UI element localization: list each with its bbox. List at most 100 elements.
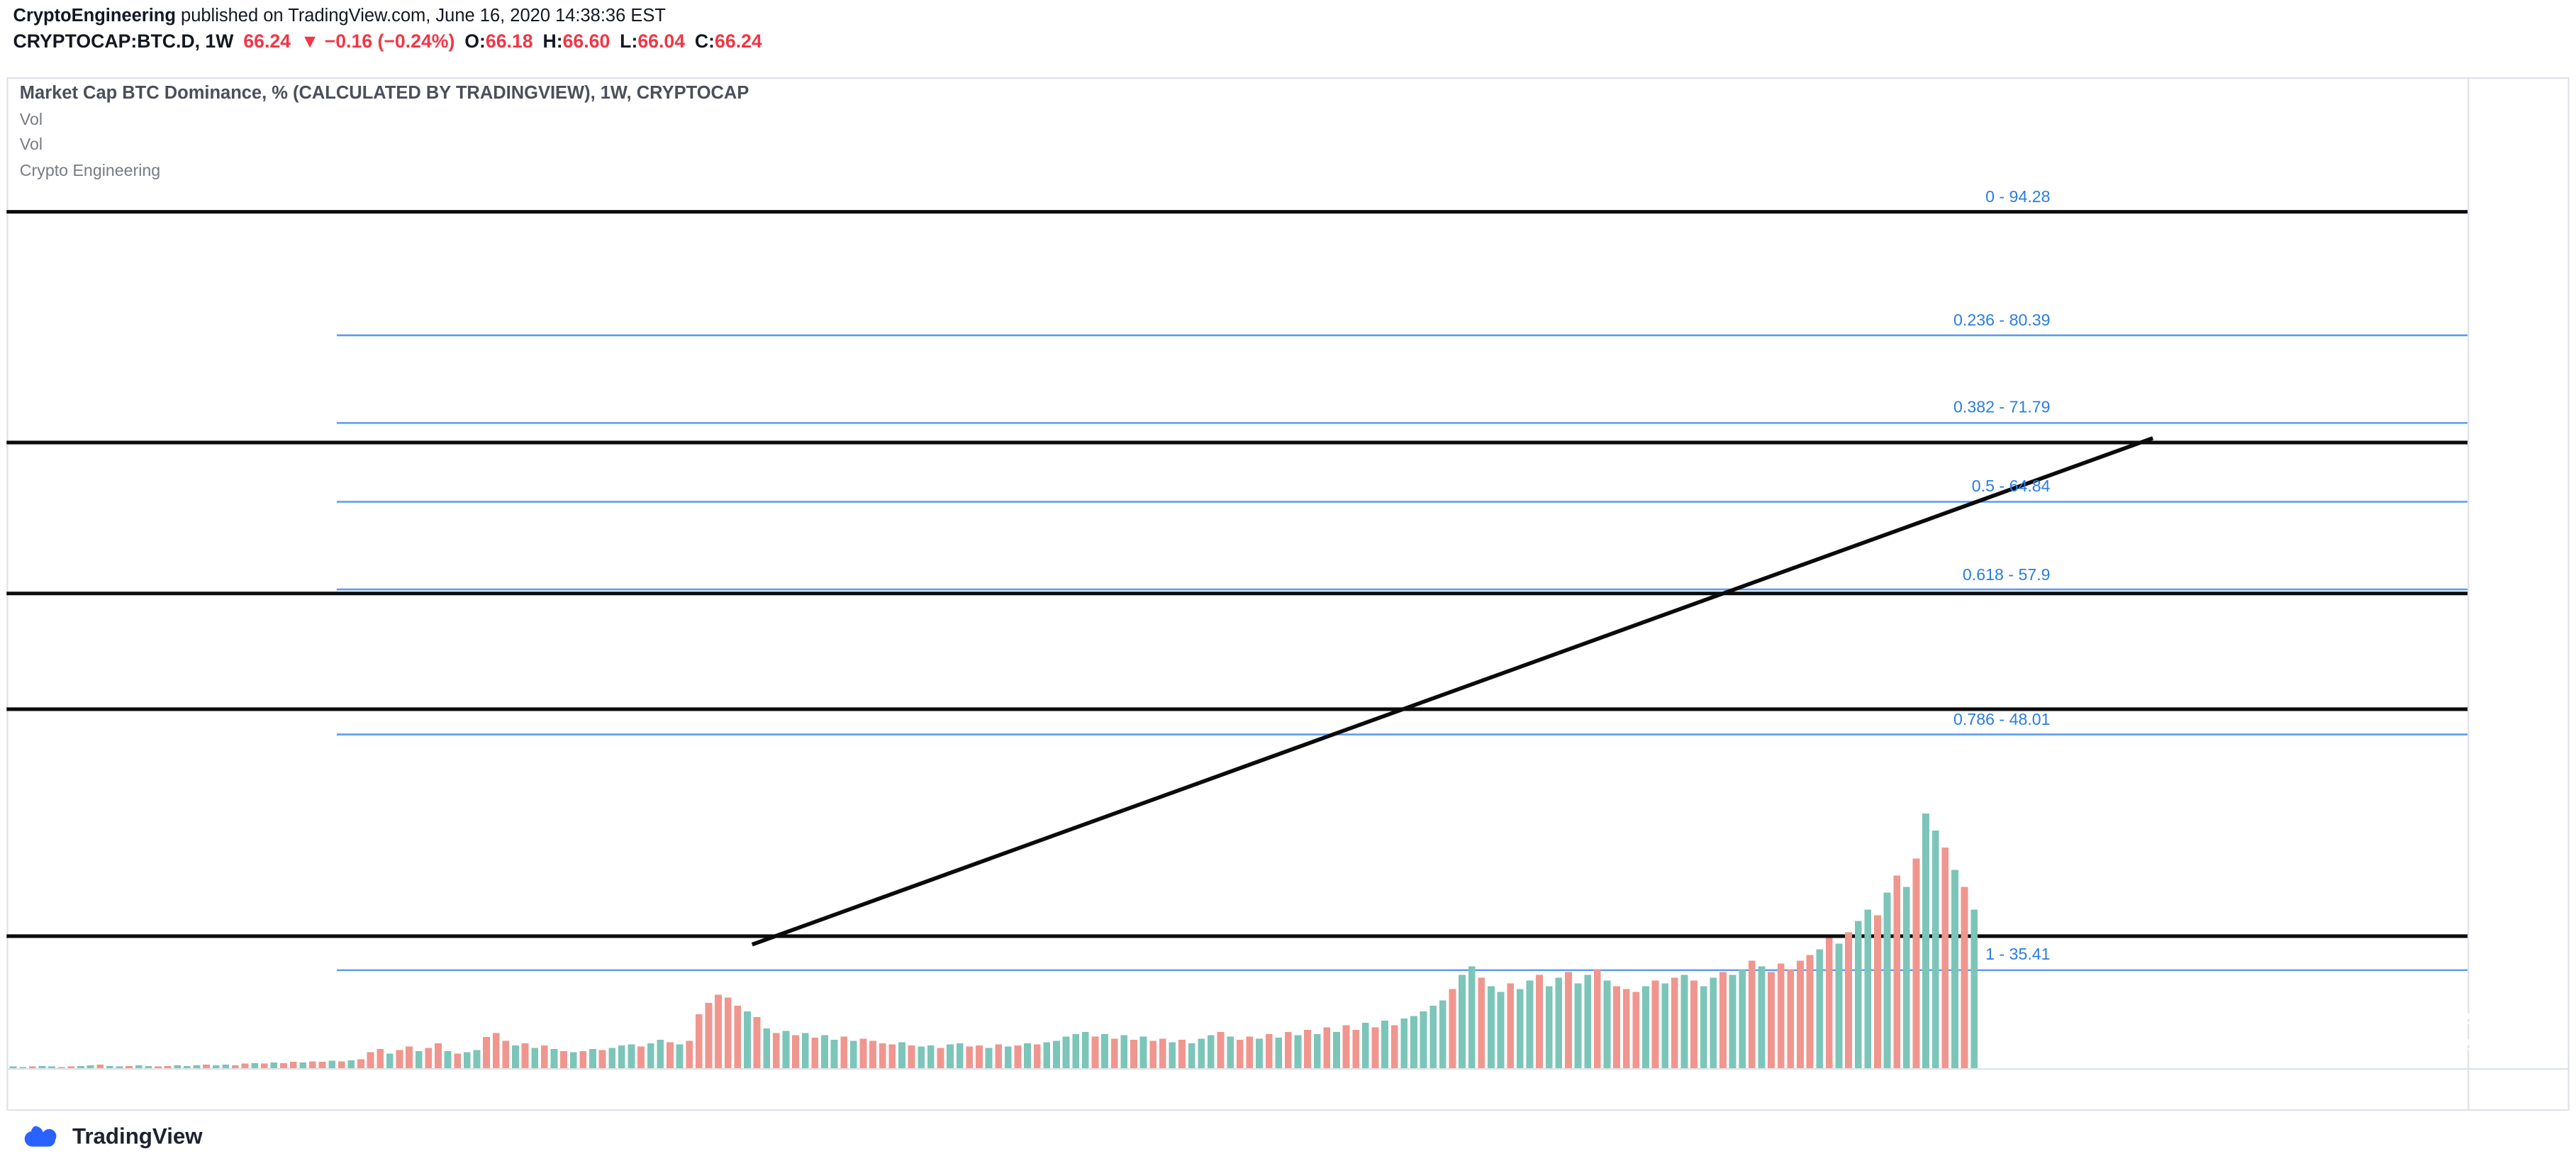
- volume-bar: [203, 1065, 210, 1069]
- volume-bar: [454, 1053, 462, 1069]
- volume-bar: [1507, 983, 1515, 1069]
- volume-bar: [1217, 1031, 1225, 1069]
- volume-bar: [1835, 943, 1843, 1069]
- volume-bar: [1101, 1034, 1108, 1069]
- volume-bar: [1390, 1025, 1398, 1069]
- time-axis-separator[interactable]: [6, 1068, 2570, 1070]
- volume-bar: [1671, 977, 1678, 1069]
- volume-bar: [1845, 932, 1852, 1069]
- open-value: 66.18: [485, 33, 533, 53]
- volume-bar: [1081, 1031, 1089, 1069]
- volume-bar: [289, 1062, 297, 1069]
- volume-bar: [1545, 986, 1553, 1069]
- volume-bar: [1603, 980, 1611, 1069]
- volume-bar: [1816, 949, 1824, 1069]
- volume-bar: [869, 1040, 876, 1069]
- volume-bar: [309, 1061, 316, 1069]
- volume-bar: [1526, 980, 1534, 1069]
- volume-bar: [734, 1006, 742, 1069]
- volume-bar: [135, 1065, 143, 1069]
- author-name: CryptoEngineering: [13, 6, 176, 27]
- volume-bar: [1449, 989, 1456, 1069]
- volume-bar: [1970, 909, 1978, 1069]
- volume-bar: [908, 1045, 915, 1069]
- volume-bar: [1922, 813, 1929, 1069]
- volume-bar: [1536, 975, 1543, 1069]
- tradingview-logo-icon: [24, 1126, 57, 1147]
- volume-bar: [1033, 1044, 1041, 1069]
- volume-bar: [328, 1060, 335, 1069]
- volume-bar: [966, 1046, 974, 1069]
- volume-bar: [995, 1044, 1003, 1069]
- volume-bar: [686, 1040, 693, 1069]
- tradingview-footer-link[interactable]: TradingView: [21, 1122, 203, 1150]
- volume-bar: [1400, 1018, 1408, 1069]
- volume-bar: [1072, 1034, 1080, 1069]
- ohlc-close: C:66.24: [695, 33, 762, 52]
- volume-bar: [888, 1044, 896, 1069]
- volume-bar: [463, 1052, 471, 1069]
- volume-bar: [976, 1045, 983, 1069]
- volume-bar: [116, 1066, 123, 1069]
- volume-bar: [1622, 989, 1630, 1069]
- volume-bar: [444, 1051, 452, 1069]
- volume-bar: [251, 1062, 258, 1069]
- volume-bar: [367, 1052, 374, 1069]
- volume-bar: [531, 1048, 539, 1069]
- volume-bar: [1439, 1000, 1446, 1069]
- volume-bar: [1651, 980, 1659, 1069]
- volume-bar: [1797, 960, 1804, 1069]
- volume-bar: [1371, 1027, 1379, 1069]
- high-value: 66.60: [562, 33, 610, 53]
- volume-label-2: Volume: [2387, 1035, 2443, 1055]
- volume-bar: [396, 1050, 403, 1069]
- volume-bar: [1062, 1036, 1070, 1069]
- volume-bar: [338, 1061, 345, 1069]
- volume-bar: [67, 1066, 75, 1069]
- volume-bar: [1149, 1040, 1157, 1069]
- volume-bar: [898, 1042, 905, 1069]
- volume-bar: [377, 1048, 384, 1069]
- volume-bar: [1613, 986, 1620, 1069]
- volume-bar: [483, 1037, 490, 1069]
- volume-bar: [1864, 909, 1872, 1069]
- volume-bar: [1169, 1042, 1176, 1069]
- last-price-badge: 66.24: [2477, 4, 2519, 23]
- volume-bar: [1478, 977, 1485, 1069]
- volume-bar: [540, 1045, 548, 1069]
- volume-bar: [38, 1065, 46, 1069]
- volume-bar: [1361, 1023, 1369, 1069]
- volume-bar: [1178, 1040, 1186, 1069]
- volume-bar: [260, 1063, 268, 1069]
- volume-bar: [1420, 1011, 1427, 1069]
- volume-bar: [1410, 1016, 1417, 1069]
- volume-bar: [744, 1011, 751, 1069]
- volume-bar: [1700, 986, 1707, 1069]
- volume-bar: [1313, 1034, 1321, 1069]
- volume-bar: [1739, 969, 1746, 1069]
- volume-bar: [1275, 1037, 1283, 1069]
- volume-bar: [1139, 1036, 1147, 1069]
- volume-bar: [647, 1043, 654, 1069]
- volume-bar: [1516, 989, 1524, 1069]
- volume-value-1: 214.362B: [2462, 1009, 2530, 1028]
- ohlc-high: H:66.60: [542, 33, 610, 52]
- volume-bar: [126, 1065, 133, 1069]
- ohlc-low: L:66.04: [620, 33, 685, 52]
- volume-bar: [676, 1044, 684, 1069]
- volume-bar: [579, 1051, 587, 1069]
- volume-bar: [1159, 1038, 1166, 1069]
- volume-bar: [48, 1066, 55, 1069]
- volume-bar: [1632, 992, 1640, 1069]
- volume-bar: [657, 1040, 664, 1069]
- volume-bar: [1333, 1031, 1340, 1069]
- price-axis-separator[interactable]: [2468, 77, 2470, 1111]
- volume-bar: [155, 1066, 162, 1069]
- volume-bar: [1912, 858, 1920, 1069]
- volume-bar: [1323, 1027, 1331, 1069]
- volume-bar: [1806, 955, 1814, 1069]
- volume-bar: [1265, 1034, 1273, 1069]
- volume-bar: [821, 1035, 828, 1069]
